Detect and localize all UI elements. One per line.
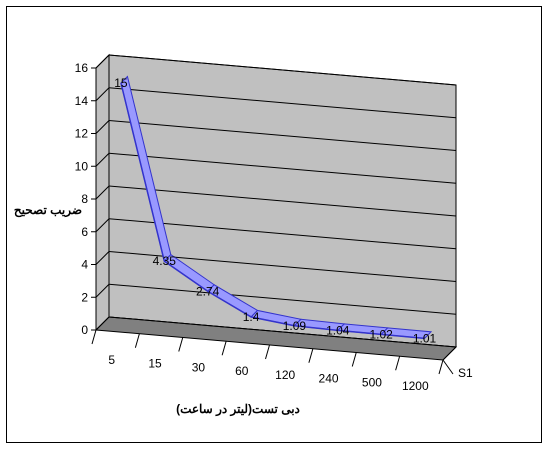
gridline-side [95, 185, 110, 200]
y-tick-label: 2 [81, 290, 88, 304]
x-tick-label: 5 [108, 353, 115, 367]
gridline-side [95, 251, 110, 265]
labels: 0 2 4 6 8 10 12 14 16 15 4.35 2.74 1.4 1.09 1.04 1.02 1.… [75, 61, 437, 393]
gridline-back [108, 54, 457, 86]
gridline-back [108, 316, 457, 348]
axes [91, 67, 457, 375]
x-tick-mark [351, 352, 357, 367]
x-tick-label: 1200 [402, 379, 429, 393]
x-tick-label: 120 [275, 368, 295, 382]
x-tick-label: 60 [235, 364, 249, 378]
x-tick-mark [221, 341, 227, 356]
y-axis-title: ضریب تصحیح [14, 203, 82, 218]
series-line-s1 [120, 82, 425, 340]
gridlines [95, 54, 457, 348]
gridline-back [108, 87, 457, 119]
data-label: 2.74 [196, 284, 220, 298]
x-axis-title: دبی تست(لیتر در ساعت) [176, 402, 300, 417]
gridline-back [108, 283, 457, 315]
y-tick-label: 16 [75, 61, 89, 75]
gridline-side [95, 283, 110, 298]
data-label: 1.4 [243, 310, 260, 324]
data-label: 1.09 [283, 319, 307, 333]
x-tick-mark [308, 348, 314, 363]
data-label: 1.02 [370, 327, 394, 341]
y-tick-label: 8 [81, 192, 88, 206]
depth-axis-label: S1 [458, 366, 473, 380]
gridline-side [95, 87, 110, 102]
y-tick-label: 4 [81, 258, 88, 272]
y-tick-label: 14 [75, 94, 89, 108]
y-tick-label: 12 [75, 127, 89, 141]
data-label: 1.01 [413, 331, 437, 345]
y-tick-label: 10 [75, 159, 89, 173]
gridline-back [108, 120, 457, 151]
x-tick-mark [395, 356, 401, 371]
gridline-side [95, 316, 110, 331]
depth-tick-mark [442, 359, 454, 375]
data-label: 4.35 [153, 254, 177, 268]
gridline-side [95, 120, 110, 134]
depth-axis-line [442, 346, 457, 361]
x-tick-label: 240 [319, 372, 339, 386]
gridline-side [95, 152, 110, 167]
x-tick-mark [134, 333, 140, 348]
gridline-side [95, 218, 110, 233]
series-ribbon [120, 75, 433, 340]
gridline-side [95, 54, 110, 69]
x-tick-label: 15 [148, 357, 162, 371]
gridline-back [108, 218, 457, 250]
data-label: 15 [114, 76, 128, 90]
x-tick-label: 30 [192, 360, 206, 374]
x-tick-mark [91, 329, 97, 345]
x-tick-label: 500 [362, 375, 382, 389]
x-tick-mark [178, 337, 184, 352]
gridline-back [108, 152, 457, 184]
gridline-back [108, 185, 457, 217]
y-tick-label: 6 [81, 225, 88, 239]
data-label: 1.04 [326, 323, 350, 337]
x-tick-mark [265, 344, 270, 360]
x-tick-mark [438, 359, 444, 375]
y-tick-label: 0 [81, 323, 88, 337]
